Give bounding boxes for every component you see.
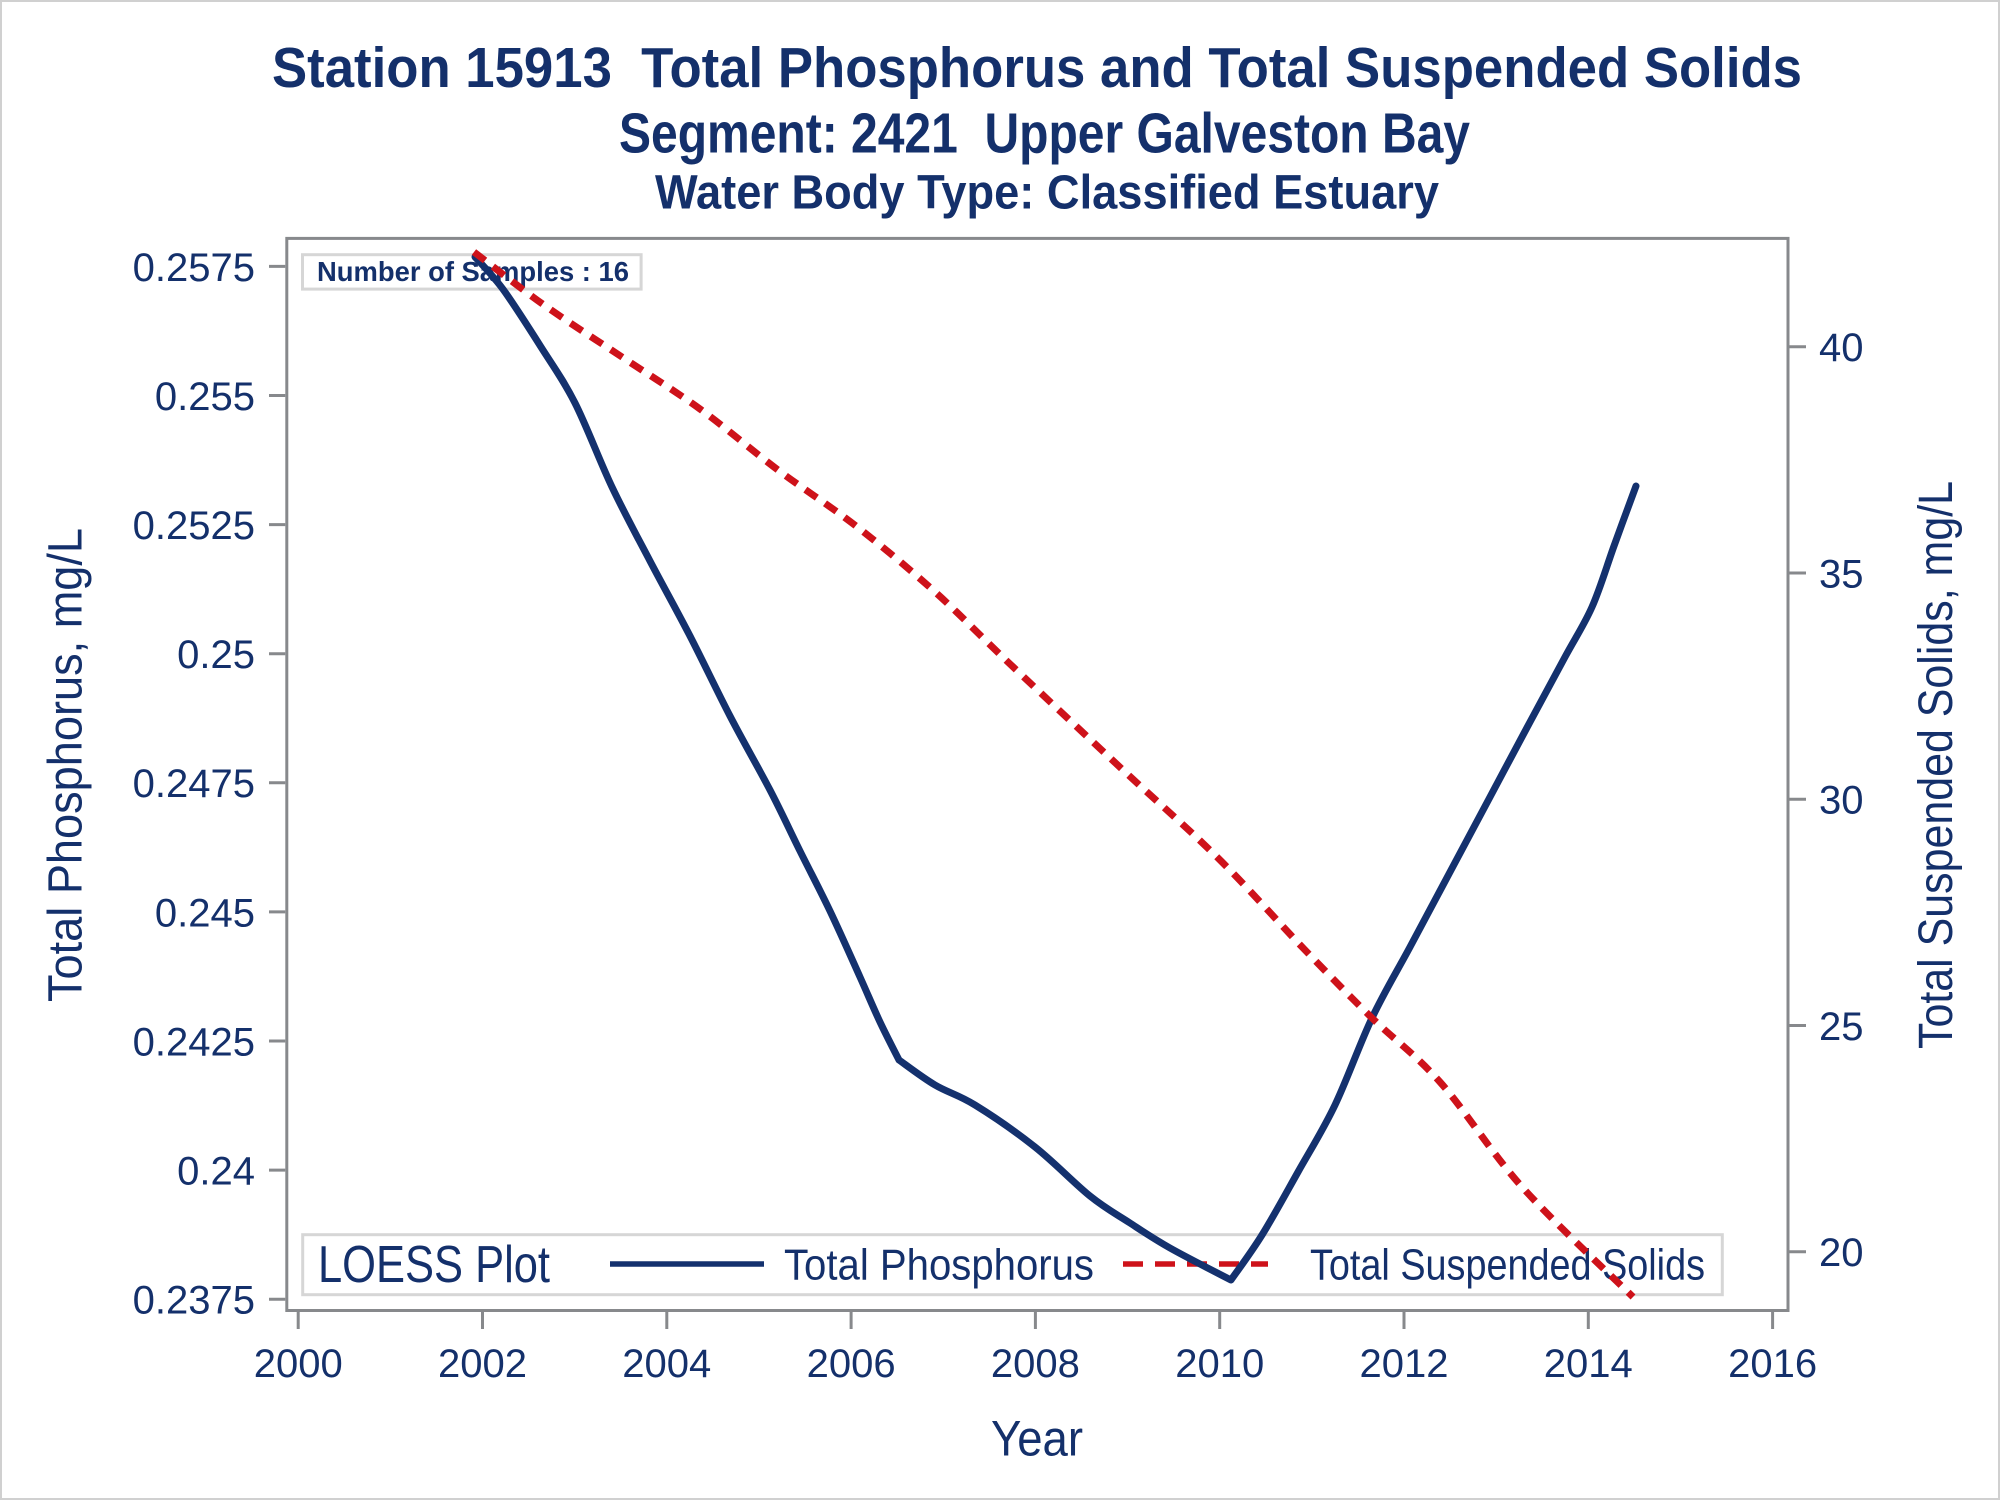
svg-text:2000: 2000 — [254, 1342, 343, 1386]
svg-text:Number of Samples : 16: Number of Samples : 16 — [317, 256, 629, 287]
svg-text:0.255: 0.255 — [155, 375, 255, 419]
svg-text:2008: 2008 — [991, 1342, 1080, 1386]
svg-text:20: 20 — [1819, 1231, 1864, 1275]
svg-text:2010: 2010 — [1175, 1342, 1264, 1386]
svg-text:30: 30 — [1819, 779, 1864, 823]
svg-text:Total Suspended Solids: Total Suspended Solids — [1310, 1241, 1705, 1290]
svg-text:0.25: 0.25 — [177, 633, 255, 677]
svg-text:40: 40 — [1819, 326, 1864, 370]
svg-text:0.2475: 0.2475 — [133, 762, 255, 806]
svg-text:35: 35 — [1819, 552, 1864, 596]
svg-text:Total Suspended Solids, mg/L: Total Suspended Solids, mg/L — [1910, 481, 1963, 1049]
svg-text:Segment: 2421 Upper Galveston: Segment: 2421 Upper Galveston Bay — [619, 102, 1470, 166]
svg-text:Water Body Type: Classified Es: Water Body Type: Classified Estuary — [655, 167, 1439, 220]
svg-text:25: 25 — [1819, 1005, 1864, 1049]
svg-text:LOESS Plot: LOESS Plot — [318, 1236, 550, 1294]
svg-text:2014: 2014 — [1544, 1342, 1633, 1386]
svg-text:2016: 2016 — [1728, 1342, 1817, 1386]
svg-text:0.2575: 0.2575 — [133, 246, 255, 290]
svg-text:Total Phosphorus, mg/L: Total Phosphorus, mg/L — [40, 528, 93, 1002]
svg-text:2002: 2002 — [438, 1342, 527, 1386]
svg-text:0.245: 0.245 — [155, 891, 255, 935]
svg-text:2006: 2006 — [807, 1342, 896, 1386]
svg-text:0.2375: 0.2375 — [133, 1279, 255, 1323]
svg-text:Station 15913 Total Phosphoru: Station 15913 Total Phosphorus and Total… — [272, 36, 1802, 100]
svg-text:2012: 2012 — [1360, 1342, 1449, 1386]
svg-text:0.24: 0.24 — [177, 1150, 255, 1194]
svg-text:0.2425: 0.2425 — [133, 1020, 255, 1064]
svg-text:Total Phosphorus: Total Phosphorus — [784, 1241, 1094, 1290]
svg-text:0.2525: 0.2525 — [133, 504, 255, 548]
svg-text:Year: Year — [991, 1411, 1083, 1467]
svg-text:2004: 2004 — [622, 1342, 711, 1386]
